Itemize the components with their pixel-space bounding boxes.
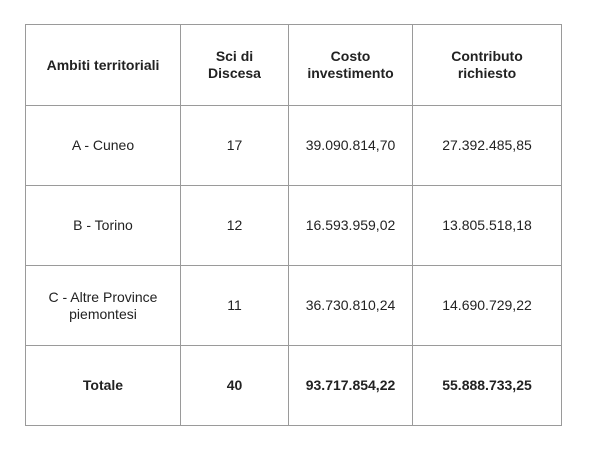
- table-row: A - Cuneo 17 39.090.814,70 27.392.485,85: [25, 105, 562, 186]
- cell-costo: 36.730.810,24: [288, 265, 413, 346]
- total-row: Totale 40 93.717.854,22 55.888.733,25: [25, 345, 562, 426]
- header-ambiti-territoriali: Ambiti territoriali: [25, 24, 181, 106]
- header-sci-di-discesa: Sci di Discesa: [180, 24, 289, 106]
- cell-contributo: 14.690.729,22: [412, 265, 562, 346]
- data-table: Ambiti territoriali Sci di Discesa Costo…: [25, 24, 562, 426]
- table-row: B - Torino 12 16.593.959,02 13.805.518,1…: [25, 185, 562, 266]
- cell-ambito: C - Altre Province piemontesi: [25, 265, 181, 346]
- table-container: Ambiti territoriali Sci di Discesa Costo…: [25, 24, 562, 426]
- total-sci: 40: [180, 345, 289, 426]
- total-costo: 93.717.854,22: [288, 345, 413, 426]
- total-label: Totale: [25, 345, 181, 426]
- cell-ambito: B - Torino: [25, 185, 181, 266]
- total-contributo: 55.888.733,25: [412, 345, 562, 426]
- cell-ambito: A - Cuneo: [25, 105, 181, 186]
- cell-costo: 39.090.814,70: [288, 105, 413, 186]
- cell-costo: 16.593.959,02: [288, 185, 413, 266]
- header-contributo-richiesto: Contributo richiesto: [412, 24, 562, 106]
- cell-sci: 17: [180, 105, 289, 186]
- cell-contributo: 27.392.485,85: [412, 105, 562, 186]
- cell-sci: 12: [180, 185, 289, 266]
- header-costo-investimento: Costo investimento: [288, 24, 413, 106]
- table-row: C - Altre Province piemontesi 11 36.730.…: [25, 265, 562, 346]
- header-row: Ambiti territoriali Sci di Discesa Costo…: [25, 24, 562, 106]
- cell-sci: 11: [180, 265, 289, 346]
- cell-contributo: 13.805.518,18: [412, 185, 562, 266]
